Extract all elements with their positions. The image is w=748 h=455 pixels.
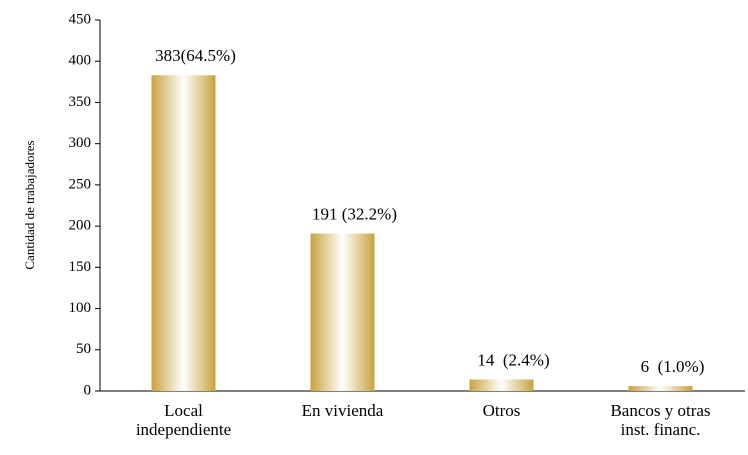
y-tick-label: 100 — [69, 300, 92, 316]
y-tick-label: 450 — [69, 11, 92, 27]
bar — [469, 379, 534, 391]
bar — [151, 75, 216, 391]
x-tick-label: Bancos y otras inst. financ. — [610, 401, 711, 439]
data-label: 383(64.5%) — [155, 46, 236, 65]
y-tick-label: 200 — [69, 218, 92, 234]
data-label: 6 (1.0%) — [641, 357, 705, 376]
y-tick-label: 350 — [69, 94, 92, 110]
y-tick-label: 50 — [76, 341, 91, 357]
y-tick-label: 400 — [69, 53, 92, 69]
bar — [310, 233, 375, 391]
x-tick-label: En vivienda — [301, 401, 384, 420]
y-axis-label: Cantidad de trabajadores — [22, 140, 37, 269]
y-tick-label: 150 — [69, 259, 92, 275]
data-label: 14 (2.4%) — [477, 350, 549, 369]
y-tick-label: 300 — [69, 135, 92, 151]
bar — [628, 386, 693, 391]
y-tick-label: 250 — [69, 176, 92, 192]
data-label: 191 (32.2%) — [312, 205, 397, 224]
x-tick-label: Local independiente — [135, 401, 232, 439]
y-tick-label: 0 — [84, 382, 92, 398]
x-tick-label: Otros — [482, 401, 521, 420]
